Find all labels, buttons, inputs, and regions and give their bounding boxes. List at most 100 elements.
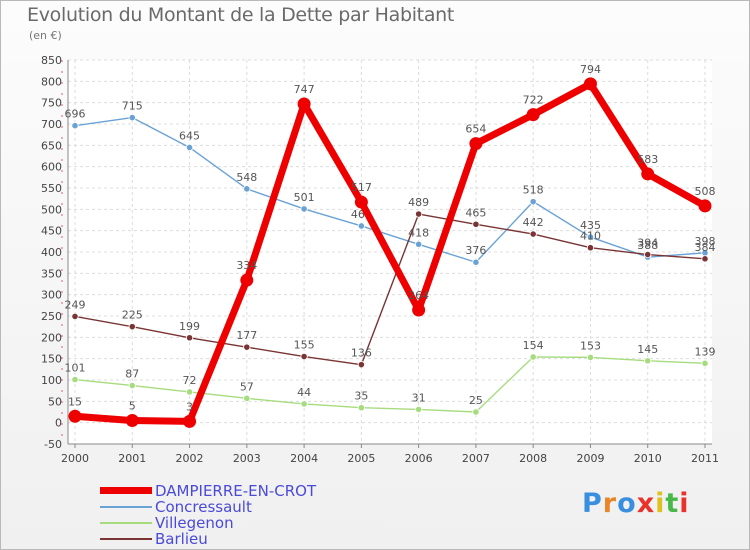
data-point — [68, 409, 82, 423]
data-point — [698, 199, 712, 213]
data-label: 3 — [186, 400, 193, 413]
x-tick-label: 2002 — [176, 452, 204, 465]
data-point — [644, 250, 652, 259]
data-point — [128, 114, 136, 122]
data-point — [243, 343, 251, 351]
data-label: 72 — [183, 374, 197, 387]
data-point — [472, 408, 480, 416]
data-point — [185, 143, 194, 152]
x-tick-label: 2003 — [233, 452, 261, 465]
y-tick-label: 400 — [41, 246, 62, 259]
data-point — [415, 210, 423, 218]
data-label: 654 — [465, 123, 486, 136]
data-label: 199 — [179, 320, 200, 333]
data-point — [526, 108, 540, 122]
legend-swatch — [100, 487, 152, 494]
legend-swatch — [100, 522, 152, 524]
series-line — [71, 80, 709, 425]
series-line — [74, 356, 706, 413]
data-point — [183, 414, 197, 428]
y-tick-label: 800 — [41, 75, 62, 88]
data-label: 153 — [580, 339, 601, 352]
data-point — [357, 404, 365, 412]
data-label: 87 — [125, 368, 139, 381]
data-label: 394 — [637, 237, 658, 250]
data-point — [529, 198, 537, 206]
data-point — [300, 205, 308, 213]
data-point — [641, 167, 655, 181]
data-point — [472, 258, 480, 266]
y-tick-label: 850 — [41, 54, 62, 67]
data-point — [354, 195, 368, 209]
y-tick-label: 500 — [41, 203, 62, 216]
data-label: 384 — [695, 241, 716, 254]
data-label: 155 — [294, 339, 315, 352]
data-label: 44 — [297, 386, 311, 399]
data-point — [529, 230, 537, 238]
proxiti-logo: Proxiti — [582, 488, 690, 519]
data-label: 435 — [580, 219, 601, 232]
data-label: 145 — [637, 343, 658, 356]
data-point — [701, 255, 709, 263]
data-label: 225 — [122, 309, 143, 322]
data-label: 794 — [580, 63, 601, 76]
x-tick-label: 2008 — [519, 452, 547, 465]
x-tick-label: 2000 — [61, 452, 89, 465]
data-label: 398 — [695, 235, 716, 248]
data-point — [583, 77, 597, 91]
data-label: 583 — [637, 153, 658, 166]
data-label: 136 — [351, 347, 372, 360]
series-line — [74, 116, 706, 263]
data-point — [297, 97, 311, 111]
y-tick-label: 100 — [41, 374, 62, 387]
y-tick-label: 150 — [41, 353, 62, 366]
data-label: 35 — [354, 390, 368, 403]
legend-label: Concressault — [155, 498, 252, 516]
data-label: 548 — [236, 171, 257, 184]
data-point — [586, 353, 595, 361]
data-label: 376 — [465, 244, 486, 257]
data-label: 154 — [523, 339, 544, 352]
series-barlieu: 249 225 199 177 155 136 489 465 442 410 394 384 — [65, 196, 716, 369]
data-point — [586, 233, 595, 241]
x-tick-label: 2010 — [634, 452, 662, 465]
data-label: 442 — [523, 216, 544, 229]
data-point — [529, 353, 537, 361]
data-point — [644, 357, 652, 365]
data-label: 139 — [695, 345, 716, 358]
data-point — [300, 400, 308, 408]
y-tick-label: 450 — [41, 225, 62, 238]
data-point — [185, 388, 194, 396]
y-tick-label: 600 — [41, 161, 62, 174]
data-point — [71, 312, 79, 321]
y-tick-label: 300 — [41, 289, 62, 302]
x-tick-label: 2005 — [347, 452, 375, 465]
data-label: 508 — [695, 185, 716, 198]
data-label: 101 — [65, 362, 86, 375]
data-label: 722 — [523, 94, 544, 107]
data-point — [125, 414, 139, 428]
data-label: 489 — [408, 196, 429, 209]
y-tick-label: 250 — [41, 310, 62, 323]
data-label: 410 — [580, 230, 601, 243]
data-point — [701, 359, 709, 367]
data-point — [472, 220, 480, 228]
data-point — [415, 240, 423, 248]
series-line — [74, 213, 706, 366]
data-label: 696 — [65, 108, 86, 121]
data-point — [357, 361, 365, 369]
data-label: 249 — [65, 298, 86, 311]
data-label: 177 — [236, 329, 257, 342]
data-label: 715 — [122, 100, 143, 113]
data-point — [412, 303, 426, 317]
data-point — [71, 122, 79, 130]
data-point — [300, 352, 308, 361]
x-tick-label: 2011 — [691, 452, 719, 465]
x-tick-label: 2009 — [576, 452, 604, 465]
data-label: 388 — [637, 239, 658, 252]
data-label: 517 — [351, 181, 372, 194]
data-label: 25 — [469, 394, 483, 407]
data-point — [71, 375, 79, 384]
data-point — [128, 323, 136, 331]
